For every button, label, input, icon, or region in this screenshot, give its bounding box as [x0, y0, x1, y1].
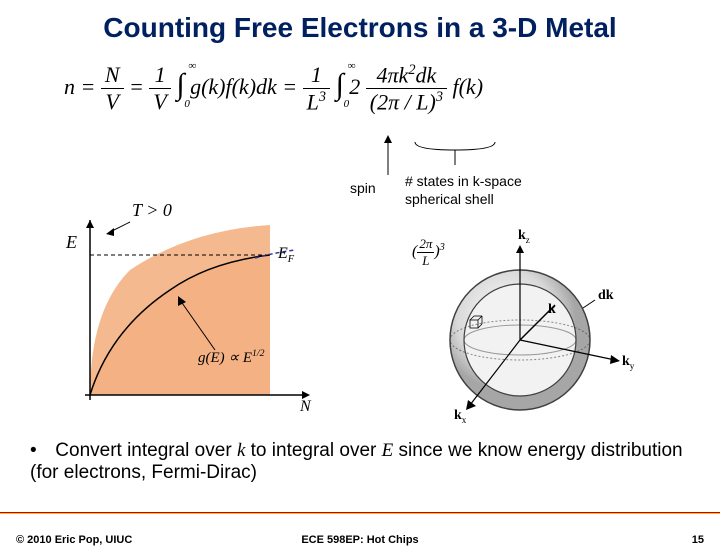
k-space-sphere: kz ky kx k dk (2πL)3	[400, 230, 650, 430]
eq-frac2-den: V	[149, 89, 170, 115]
annot-spin: spin	[350, 180, 376, 196]
bullet-icon: •	[30, 440, 50, 462]
density-of-states-chart: E EF g(E) ∝ E1/2 N	[60, 220, 320, 420]
eq-int2-lo: 0	[344, 98, 350, 110]
ge-label: g(E) ∝ E1/2	[198, 348, 265, 367]
eq-int1: ∫ ∞ 0	[176, 68, 184, 102]
eq-int1-lo: 0	[184, 98, 190, 110]
kx-label: kx	[454, 408, 466, 425]
eq-two: 2	[349, 74, 360, 99]
eq-eq3: =	[282, 74, 297, 99]
bullet-t2: to integral over	[245, 440, 381, 461]
slide: Counting Free Electrons in a 3-D Metal n…	[0, 0, 720, 540]
eq-frac1-num: N	[101, 62, 124, 89]
k-label: k	[548, 302, 556, 318]
eq-frac4: 4πk2dk (2π / L)3	[366, 62, 447, 116]
eq-int2-hi: ∞	[348, 60, 356, 72]
eq-frac1: N V	[101, 62, 124, 115]
ky-label: ky	[622, 354, 634, 371]
dk-label: dk	[598, 288, 614, 304]
y-axis-label: E	[66, 232, 77, 253]
eq-frac3: 1 L3	[303, 62, 330, 115]
eq-frac2-num: 1	[149, 62, 170, 89]
kz-label: kz	[518, 228, 530, 245]
eq-frac3-den: L	[307, 89, 319, 114]
bullet-t1: Convert integral over	[55, 440, 237, 461]
annot-states: # states in k-space spherical shell	[405, 172, 522, 208]
bullet-E: E	[382, 440, 394, 461]
scale-label: (2πL)3	[412, 236, 445, 269]
eq-int2: ∫ ∞ 0	[336, 68, 344, 102]
temperature-label: T > 0	[132, 200, 172, 221]
eq-fk: f(k)	[452, 74, 483, 99]
main-equation: n = N V = 1 V ∫ ∞ 0 g(k)f(k)dk = 1 L3 ∫ …	[64, 62, 696, 116]
x-axis-label: N	[300, 398, 311, 416]
slide-title: Counting Free Electrons in a 3-D Metal	[24, 12, 696, 44]
annot-states-l1: # states in k-space	[405, 173, 522, 189]
eq-eq2: =	[129, 74, 144, 99]
eq-frac1-den: V	[101, 89, 124, 115]
footer-line	[0, 512, 720, 514]
ef-label: EF	[278, 245, 294, 265]
annot-states-l2: spherical shell	[405, 191, 494, 207]
convert-bullet: • Convert integral over k to integral ov…	[30, 440, 700, 484]
eq-inner1: g(k)f(k)dk	[190, 74, 277, 99]
eq-frac2: 1 V	[149, 62, 170, 115]
eq-eq1: =	[81, 74, 96, 99]
eq-frac3-num: 1	[303, 62, 330, 89]
eq-frac4-num: 4πk2dk	[366, 62, 447, 89]
footer-right: 15	[692, 534, 704, 546]
eq-frac4-den: (2π / L)3	[366, 89, 447, 115]
eq-int1-hi: ∞	[188, 60, 196, 72]
eq-lhs: n	[64, 74, 75, 99]
footer-center: ECE 598EP: Hot Chips	[0, 534, 720, 546]
